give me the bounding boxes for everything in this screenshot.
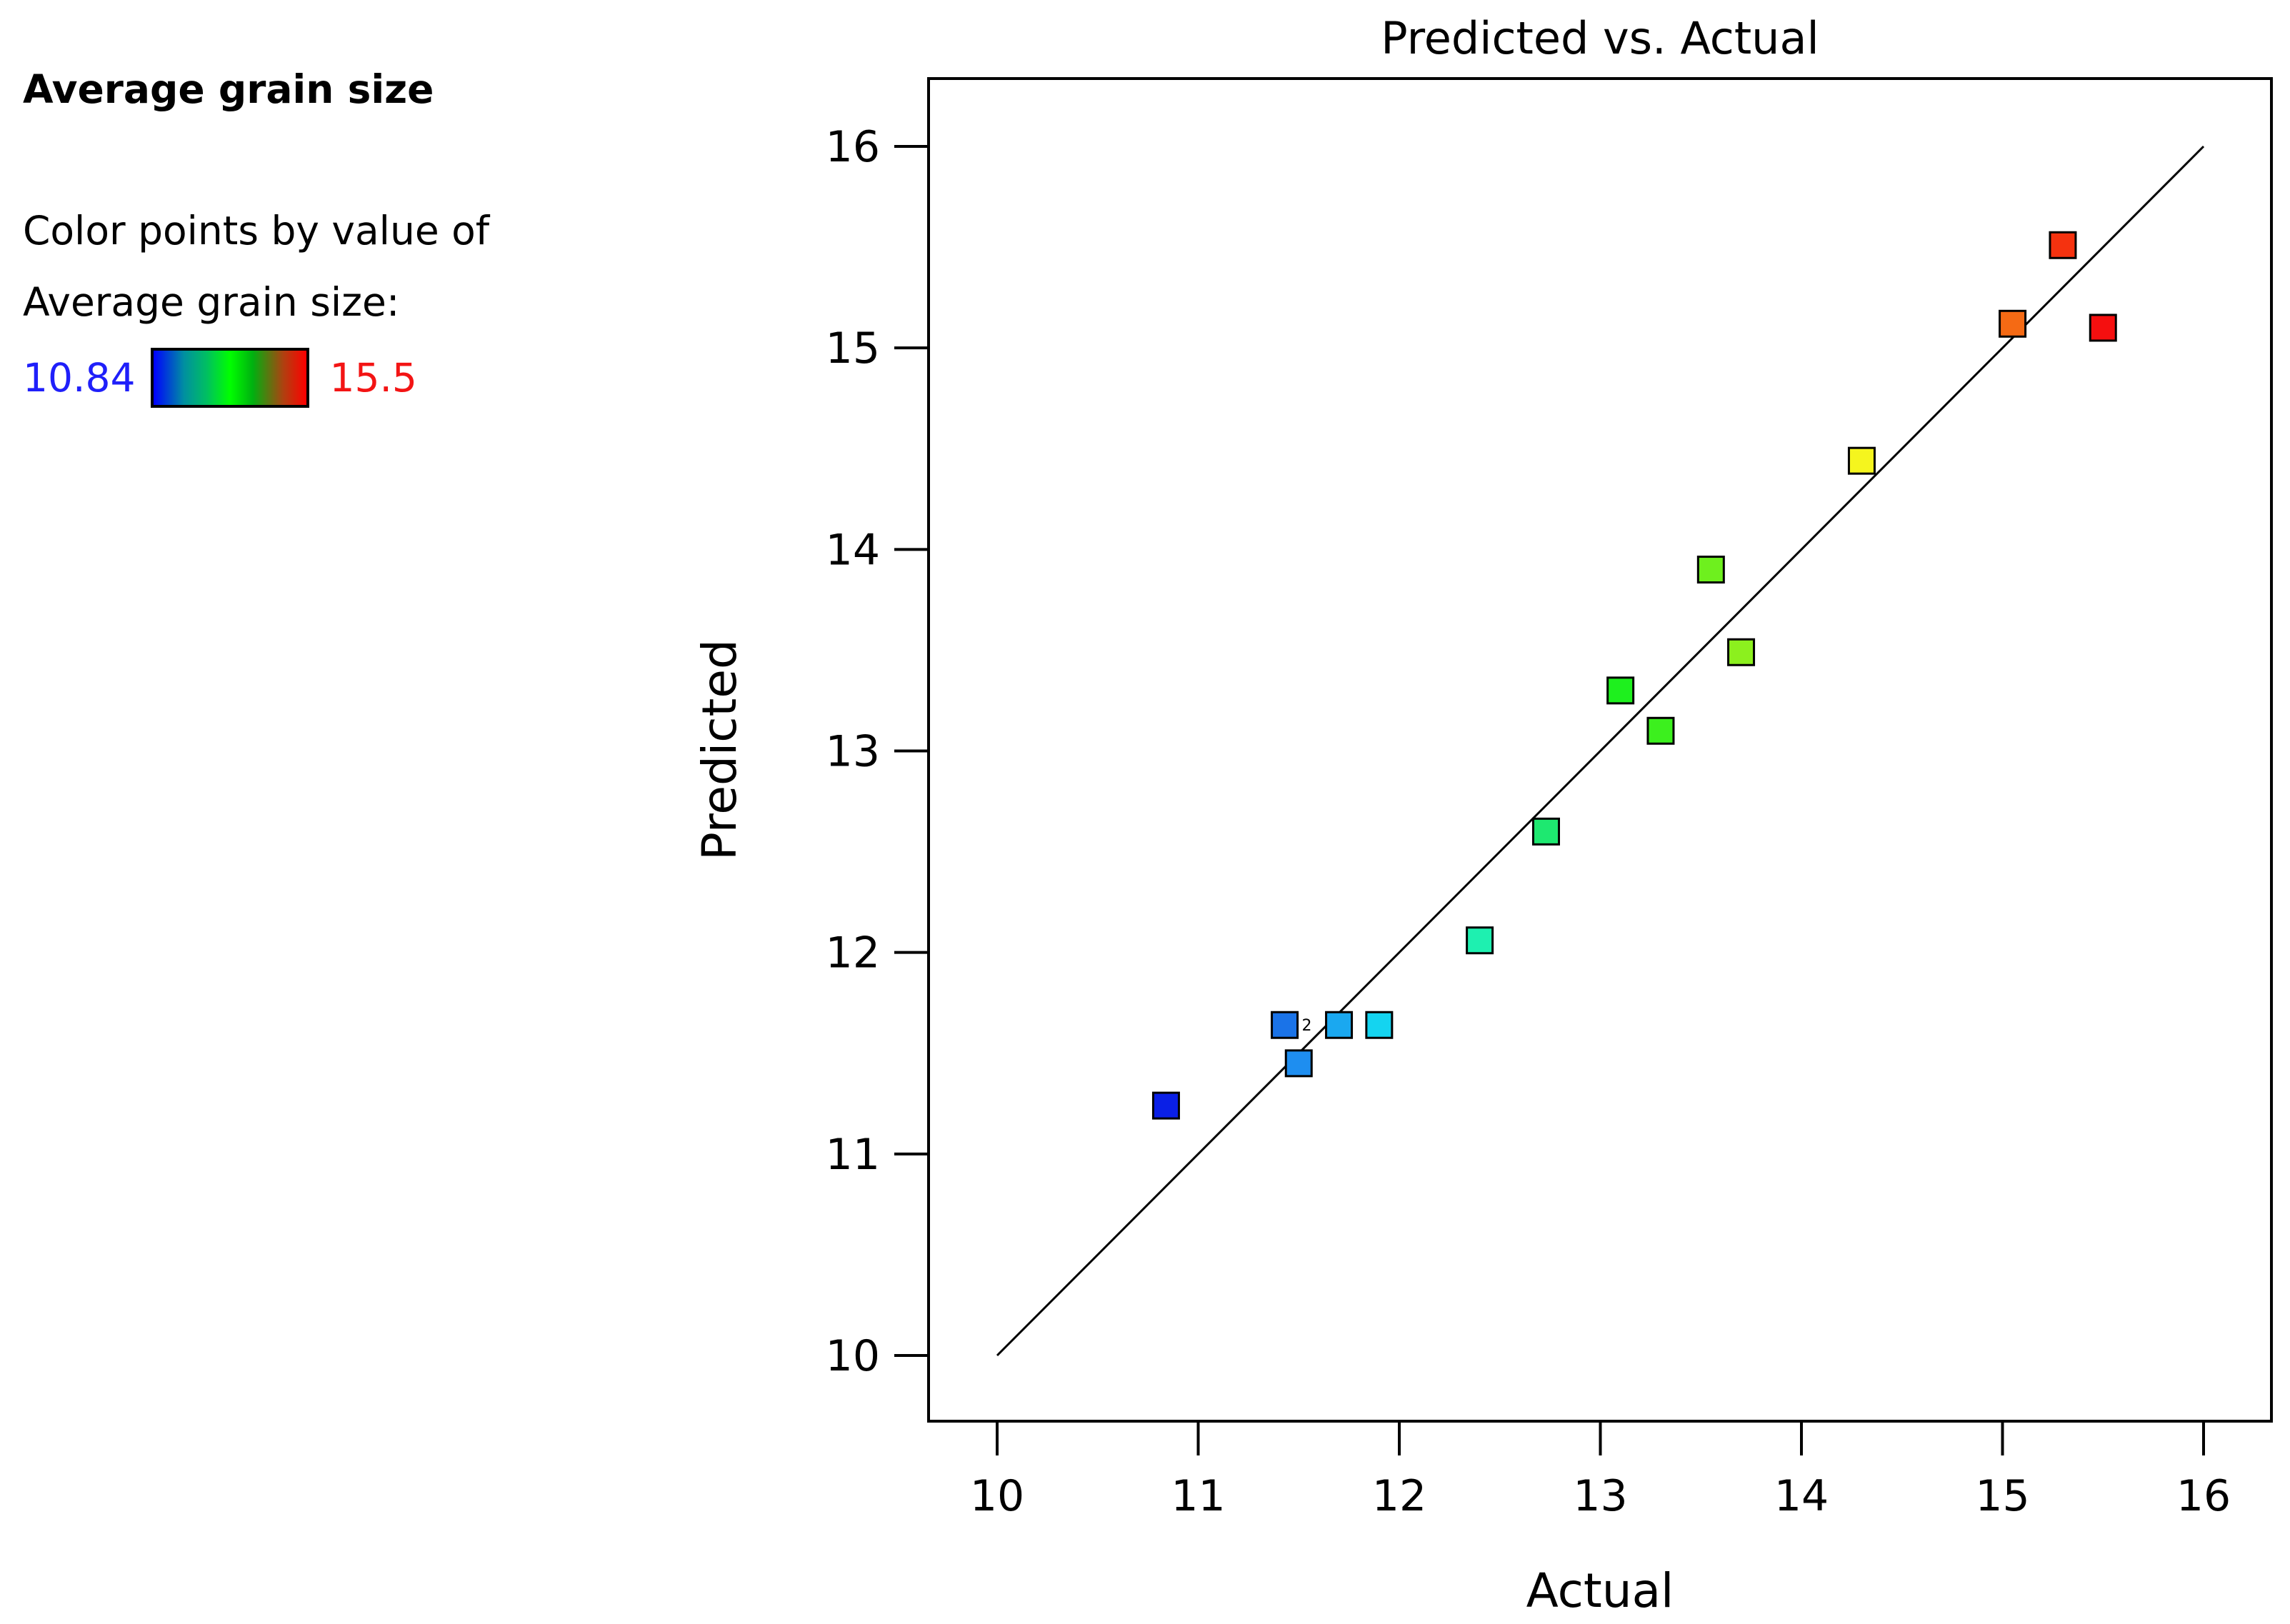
y-axis-ticks: 10 11 12 13 14 15 16 [826,122,929,1381]
x-tick-label: 14 [1774,1471,1829,1521]
data-point [2089,314,2117,342]
data-point [1531,817,1560,846]
x-tick-label: 11 [1171,1471,1225,1521]
y-tick-label: 16 [826,122,880,172]
y-axis-title: Predicted [692,639,747,861]
data-point [1646,716,1675,745]
legend-min-label: 10.84 [23,355,136,401]
y-tick-label: 10 [826,1331,880,1381]
y-tick-label: 12 [826,928,880,978]
x-axis-title: Actual [1526,1563,1674,1618]
x-tick-label: 16 [2176,1471,2231,1521]
data-points: 2 [1151,231,2117,1120]
data-point [1271,1011,1299,1039]
legend-caption-line-1: Color points by value of [23,208,490,254]
chart-title: Predicted vs. Actual [1381,12,1819,64]
y-tick-label: 11 [826,1130,880,1180]
legend-gradient-bar [151,348,310,408]
data-point [1606,676,1635,705]
data-point [1365,1011,1394,1039]
y-tick-label: 13 [826,727,880,777]
x-tick-label: 12 [1372,1471,1426,1521]
y-tick-label: 14 [826,525,880,575]
data-point [1847,446,1876,475]
legend-max-label: 15.5 [329,355,417,401]
data-point [1466,926,1494,955]
point-count-label: 2 [1302,1017,1312,1035]
data-point [1325,1011,1354,1039]
data-point [1151,1091,1180,1120]
y-tick-label: 15 [826,324,880,374]
legend-caption-line-2: Average grain size: [23,279,400,325]
x-tick-label: 13 [1573,1471,1627,1521]
data-point [1727,638,1756,666]
data-point [1284,1049,1313,1078]
x-axis-ticks: 10 11 12 13 14 15 16 [970,1421,2231,1521]
data-point [2049,231,2077,259]
color-legend: Average grain size Color points by value… [23,64,566,410]
data-point [1999,309,2027,338]
legend-color-scale: 10.84 15.5 [23,346,566,410]
x-tick-label: 10 [970,1471,1024,1521]
data-point [1696,556,1725,584]
reference-line [996,145,2205,1357]
legend-title: Average grain size [23,66,434,112]
x-tick-label: 15 [1975,1471,2029,1521]
